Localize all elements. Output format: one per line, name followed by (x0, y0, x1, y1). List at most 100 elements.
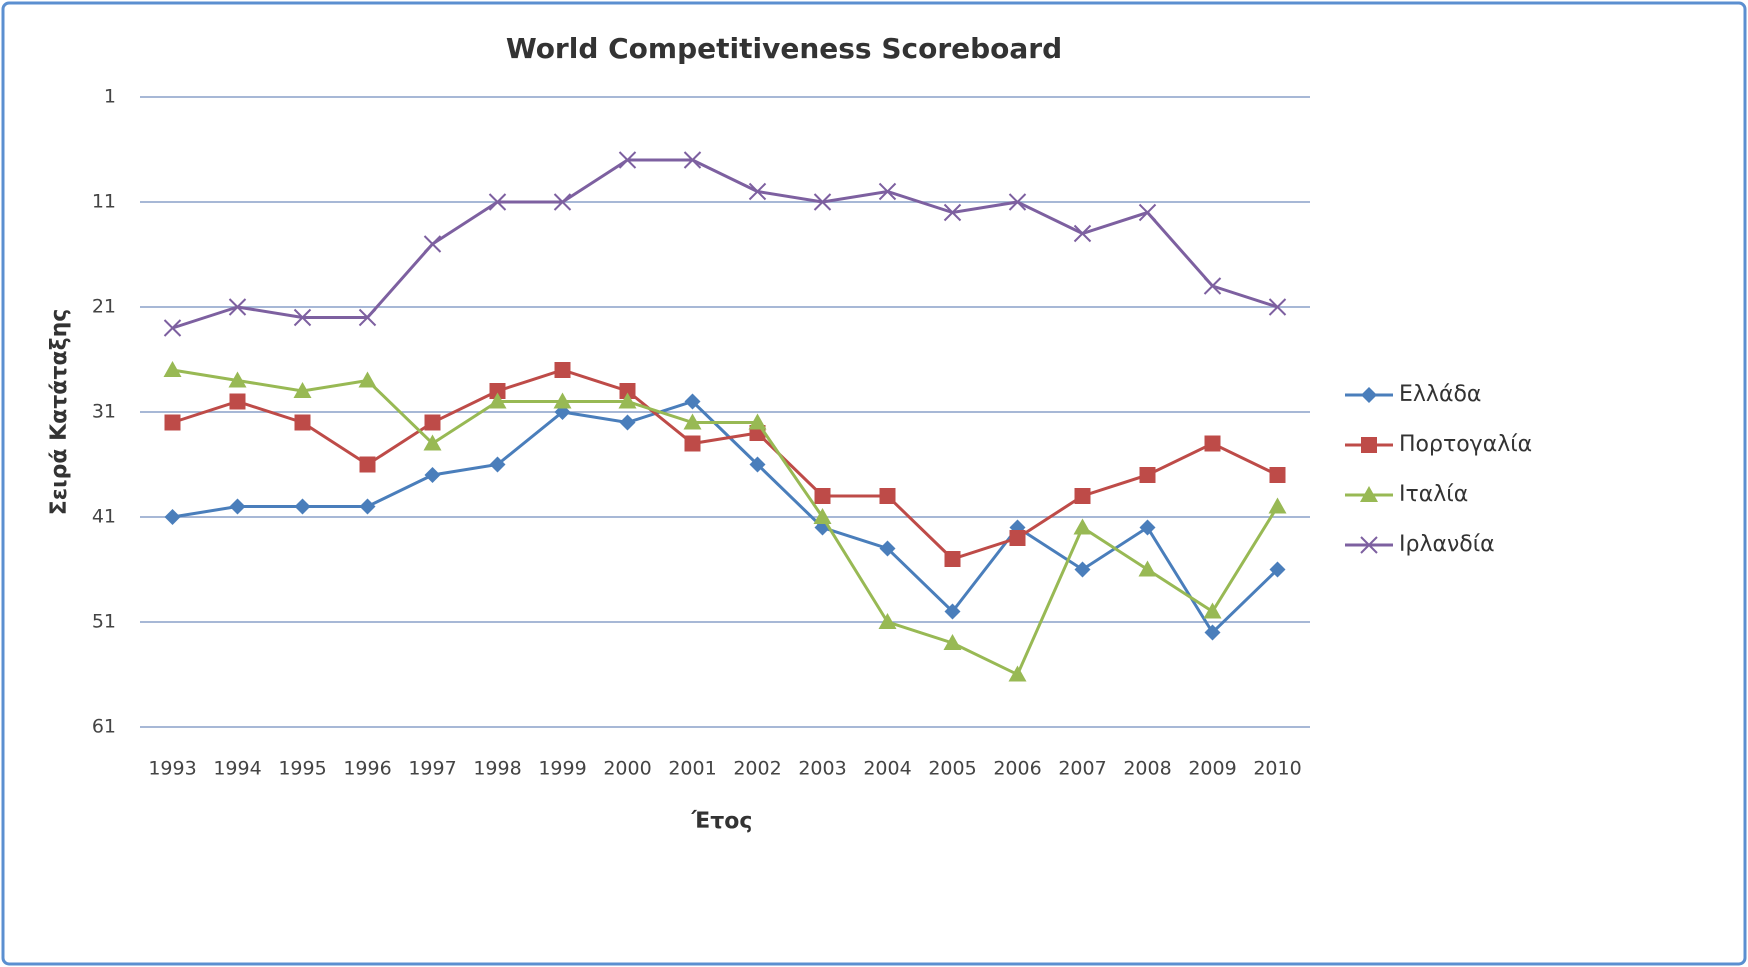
marker (489, 456, 506, 473)
marker (164, 509, 181, 525)
marker (1203, 602, 1222, 619)
x-tick-label: 2003 (798, 758, 846, 780)
legend-marker (1361, 387, 1377, 403)
x-axis-label: Έτος (691, 809, 753, 834)
y-tick-label: 21 (92, 296, 116, 318)
marker (943, 203, 962, 222)
marker (163, 319, 182, 337)
marker (229, 393, 246, 410)
marker (1074, 488, 1091, 504)
legend-marker (1361, 437, 1377, 453)
series-line (172, 368, 1279, 677)
x-tick-label: 2000 (603, 758, 651, 780)
y-tick-label: 41 (92, 506, 116, 528)
marker (1073, 518, 1092, 535)
legend-label: Ιταλία (1399, 482, 1468, 507)
marker (423, 235, 442, 253)
legend-marker (1360, 486, 1378, 502)
marker (294, 498, 311, 515)
marker (553, 392, 572, 409)
marker (619, 414, 636, 431)
marker (293, 308, 312, 327)
series-line (172, 158, 1278, 330)
marker (228, 298, 247, 316)
legend-label: Πορτογαλία (1399, 432, 1532, 457)
marker (748, 182, 767, 201)
marker (1268, 298, 1287, 316)
marker (1203, 277, 1222, 295)
legend-label: Ελλάδα (1399, 382, 1481, 407)
marker (944, 603, 961, 620)
x-tick-label: 1994 (213, 758, 261, 780)
marker (813, 193, 832, 211)
marker (943, 634, 962, 650)
marker (1008, 665, 1027, 682)
y-tick-label: 61 (92, 716, 116, 738)
marker (619, 383, 636, 399)
marker (1009, 530, 1026, 546)
marker (684, 435, 701, 452)
x-tick-label: 2001 (668, 758, 716, 780)
y-axis-label: Σειρά Κατάταξης (47, 309, 72, 516)
marker (424, 467, 441, 483)
legend-label: Ιρλανδία (1399, 532, 1495, 557)
marker (1138, 560, 1157, 577)
marker (358, 371, 377, 388)
marker (553, 193, 572, 211)
x-tick-label: 2007 (1058, 758, 1106, 780)
marker (814, 488, 831, 504)
marker (164, 414, 181, 431)
marker (813, 508, 832, 524)
marker (683, 413, 702, 430)
marker (879, 540, 896, 557)
marker (748, 413, 767, 430)
x-tick-label: 1993 (148, 758, 196, 780)
marker (1074, 561, 1091, 578)
x-tick-label: 2005 (928, 758, 976, 780)
marker (1204, 435, 1221, 452)
x-tick-label: 1995 (278, 758, 326, 780)
marker (618, 151, 637, 169)
marker (489, 383, 506, 399)
marker (684, 393, 701, 410)
marker (163, 361, 182, 377)
x-tick-label: 2008 (1123, 758, 1171, 780)
marker (488, 193, 507, 211)
marker (1204, 624, 1221, 641)
marker (293, 382, 312, 398)
x-tick-label: 2010 (1253, 758, 1301, 780)
marker (878, 613, 897, 629)
chart-title: World Competitiveness Scoreboard (506, 32, 1062, 65)
marker (554, 362, 571, 378)
marker (294, 414, 311, 431)
x-tick-label: 1997 (408, 758, 456, 780)
y-tick-label: 1 (104, 86, 116, 108)
x-tick-label: 1996 (343, 758, 391, 780)
marker (1138, 203, 1157, 222)
marker (358, 308, 377, 327)
marker (1073, 224, 1092, 243)
marker (228, 371, 247, 388)
series-line (172, 368, 1279, 561)
series-line (172, 399, 1279, 635)
x-tick-label: 2009 (1188, 758, 1236, 780)
marker (878, 182, 897, 201)
x-tick-label: 2006 (993, 758, 1041, 780)
y-tick-label: 31 (92, 401, 116, 423)
marker (423, 434, 442, 451)
marker (1008, 193, 1027, 211)
marker (1139, 519, 1156, 536)
x-tick-label: 2004 (863, 758, 911, 780)
marker (488, 392, 507, 409)
x-tick-label: 1998 (473, 758, 521, 780)
marker (229, 498, 246, 515)
marker (683, 151, 702, 169)
marker (879, 488, 896, 504)
y-tick-label: 51 (92, 611, 116, 633)
x-tick-label: 1999 (538, 758, 586, 780)
marker (1269, 561, 1286, 578)
marker (1269, 467, 1286, 483)
y-tick-label: 11 (92, 191, 116, 213)
